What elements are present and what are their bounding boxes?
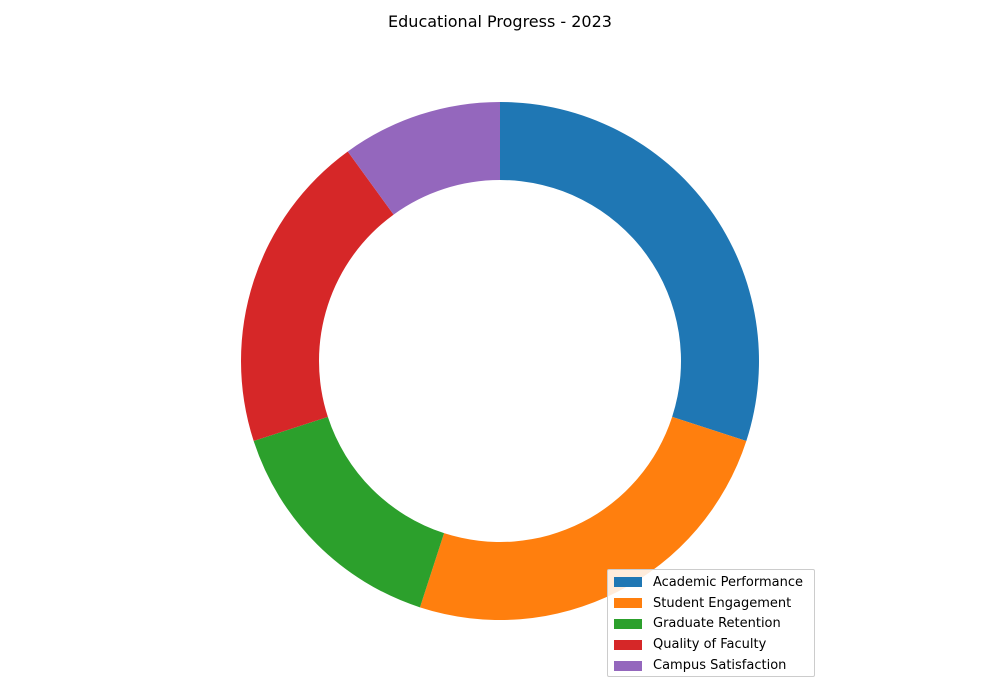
legend-item: Academic Performance	[614, 572, 814, 593]
legend-label: Student Engagement	[653, 595, 792, 611]
donut-slice-student-engagement	[419, 416, 747, 620]
legend-item: Graduate Retention	[614, 614, 814, 635]
legend-swatch	[614, 639, 642, 650]
legend-label: Campus Satisfaction	[653, 658, 787, 674]
legend-label: Academic Performance	[653, 574, 803, 590]
legend: Academic Performance Student Engagement Gr…	[607, 569, 815, 677]
donut-slice-graduate-retention	[253, 416, 445, 608]
legend-item: Campus Satisfaction	[614, 655, 814, 676]
legend-item: Quality of Faculty	[614, 634, 814, 655]
legend-item: Student Engagement	[614, 593, 814, 614]
legend-swatch	[614, 660, 642, 671]
legend-swatch	[614, 577, 642, 588]
legend-label: Graduate Retention	[653, 616, 781, 632]
legend-label: Quality of Faculty	[653, 637, 767, 653]
donut-slice-quality-of-faculty	[240, 151, 394, 442]
donut-slice-academic-performance	[500, 102, 759, 442]
legend-swatch	[614, 618, 642, 629]
legend-swatch	[614, 598, 642, 609]
donut-slice-campus-satisfaction	[347, 102, 500, 215]
chart-title: Educational Progress - 2023	[388, 12, 612, 31]
